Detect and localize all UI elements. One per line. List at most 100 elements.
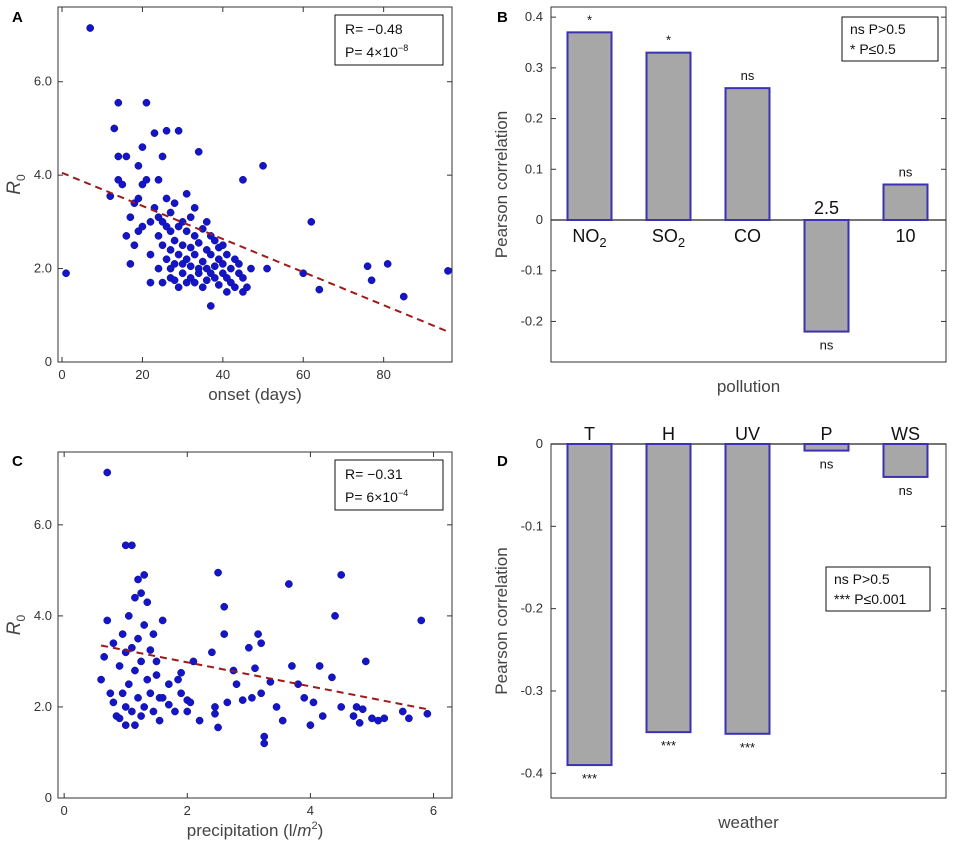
data-point (86, 24, 95, 32)
data-point (170, 260, 179, 268)
data-point (162, 126, 171, 135)
bar-h (645, 443, 692, 734)
data-point (198, 257, 207, 266)
data-point (131, 666, 139, 675)
data-point (146, 218, 155, 226)
data-point (363, 262, 372, 271)
data-point (220, 630, 229, 638)
data-point (194, 264, 203, 273)
data-point (300, 693, 309, 702)
data-point (235, 260, 243, 268)
stats-p: P= 6×10−4 (345, 488, 408, 505)
data-point (162, 255, 171, 264)
data-point (208, 648, 216, 657)
data-point (115, 662, 124, 670)
legend-entry-star: * P≤0.5 (850, 41, 896, 57)
data-point (206, 302, 215, 310)
x-axis-label: precipitation (l/m2) (187, 820, 324, 840)
y-tick-label: -0.4 (521, 765, 543, 780)
data-point (164, 700, 173, 709)
significance-label: * (587, 12, 592, 27)
x-tick-label: 0 (61, 803, 68, 818)
panel-label: D (497, 453, 508, 470)
panel-c: C 0 2 4 6 0 2.0 4.0 6.0 R= −0.31 P= 6×10−4 precipit… (4, 451, 453, 840)
category-label-main: SO (652, 226, 678, 246)
data-point (177, 689, 185, 698)
data-point (134, 194, 143, 203)
y-tick-label: -0.1 (521, 263, 543, 278)
legend-entry-stars: *** P≤0.001 (834, 591, 907, 607)
y-axis-label: Pearson correlation (492, 111, 511, 258)
data-point (140, 571, 149, 579)
data-point (243, 283, 251, 292)
x-axis-label-text: precipitation (l/ (187, 821, 298, 840)
data-point (131, 721, 139, 730)
data-point (211, 703, 219, 711)
data-point (134, 161, 143, 170)
y-tick-label: 4.0 (34, 608, 52, 623)
y-tick-label: 6.0 (34, 74, 52, 89)
data-point (288, 662, 296, 670)
stats-p-exponent: −8 (398, 43, 408, 53)
bar-ws (882, 443, 929, 478)
y-axis-label: Pearson correlation (492, 547, 511, 694)
data-point (154, 232, 163, 240)
data-point (142, 98, 151, 107)
data-point (306, 721, 315, 730)
data-point (190, 278, 199, 287)
significance-legend (841, 16, 939, 62)
data-point (239, 175, 247, 184)
data-point (198, 283, 207, 292)
data-point (122, 152, 131, 161)
data-point (162, 194, 171, 203)
data-point (137, 657, 145, 666)
data-point (358, 705, 367, 714)
panel-label: B (497, 9, 508, 26)
data-point (383, 260, 392, 268)
y-axis-label: R0 (4, 614, 28, 635)
data-point (259, 161, 267, 170)
bar-no2 (566, 31, 613, 221)
bar-t (566, 443, 613, 767)
bar-10 (882, 183, 929, 221)
bar-p (803, 443, 850, 452)
data-point (140, 703, 149, 711)
data-point (114, 152, 123, 161)
data-point (318, 712, 327, 720)
data-point (158, 152, 167, 161)
bar-2-5 (803, 219, 850, 333)
y-tick-label: 0 (45, 354, 52, 369)
data-point (134, 575, 142, 584)
data-point (210, 236, 219, 245)
data-point (189, 657, 198, 666)
data-point (166, 246, 175, 254)
y-tick-label: -0.2 (521, 601, 543, 616)
data-point (109, 698, 118, 707)
category-label: 2.5 (814, 198, 839, 218)
y-tick-label: 0.3 (525, 60, 543, 75)
data-point (118, 630, 127, 638)
data-point (260, 739, 269, 748)
bar-so2 (645, 51, 692, 222)
data-point (257, 639, 266, 648)
data-point (405, 714, 413, 723)
data-point (103, 616, 112, 625)
data-point (170, 276, 179, 285)
stats-p-exponent: −4 (398, 488, 408, 498)
data-point (114, 98, 123, 107)
data-point (223, 698, 232, 707)
data-point (152, 657, 161, 666)
data-point (202, 276, 211, 285)
data-point (254, 630, 262, 638)
category-label: WS (891, 424, 920, 444)
data-point (214, 568, 222, 577)
category-label: UV (735, 424, 760, 444)
stats-p: P= 4×10−8 (345, 43, 408, 60)
data-point (121, 703, 130, 711)
data-point (214, 723, 222, 732)
category-label: T (584, 424, 595, 444)
data-point (355, 719, 364, 727)
data-point (337, 571, 346, 579)
data-point (126, 213, 135, 222)
x-axis-label: pollution (717, 377, 780, 396)
